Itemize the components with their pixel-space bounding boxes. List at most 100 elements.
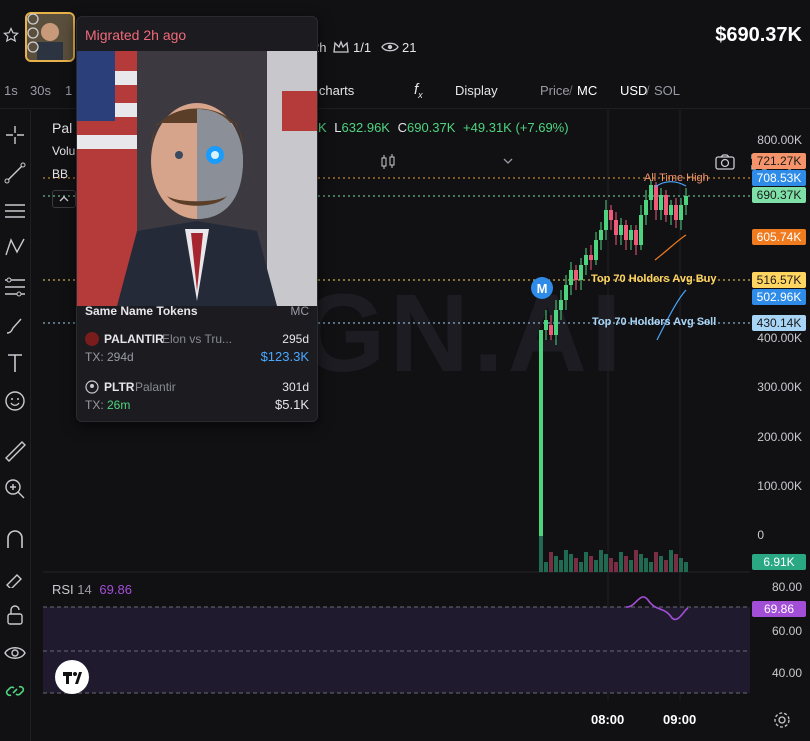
candle: [564, 285, 568, 300]
axis-settings-icon[interactable]: [773, 711, 791, 729]
time-tick: 08:00: [591, 712, 625, 727]
volume-bar: [669, 550, 673, 572]
volume-bar: [649, 562, 653, 572]
sell-arrow: [656, 289, 687, 341]
star-icon[interactable]: [3, 27, 19, 43]
candle: [614, 220, 618, 235]
volume-bar: [574, 558, 578, 572]
legend-collapse-button[interactable]: [52, 190, 76, 208]
magnet-icon[interactable]: [4, 528, 26, 550]
price-label-605k: 605.74K: [752, 229, 806, 245]
ohlc-readout: K L632.96K C690.37K +49.31K (+7.69%): [318, 120, 569, 135]
interval-1s[interactable]: 1s: [4, 83, 18, 98]
token-row-mc: $5.1K: [275, 397, 309, 412]
token-info-popup: Migrated 2h ago Same Name Tokens MC PALA…: [76, 16, 318, 422]
candle: [629, 230, 633, 240]
volume-bar: [559, 560, 563, 572]
candle-type-icon[interactable]: [379, 154, 397, 170]
support-arrow: [654, 234, 687, 261]
tradingview-logo[interactable]: [55, 660, 89, 694]
drawing-toolbar: [0, 110, 31, 741]
horizontal-lines-icon[interactable]: [4, 200, 26, 222]
volume-bar: [554, 556, 558, 572]
volume-bar: [659, 556, 663, 572]
ath-annotation: All Time High: [644, 172, 709, 184]
price-label-721k: 721.27K: [752, 153, 806, 169]
candle: [594, 240, 598, 260]
volume-bar: [634, 550, 638, 572]
separator: /: [646, 83, 650, 98]
token-portrait: [77, 51, 317, 306]
volume-bar: [604, 554, 608, 572]
chevron-down-icon[interactable]: [503, 158, 513, 164]
volume-bar: [599, 550, 603, 572]
lock-icon[interactable]: [4, 604, 26, 626]
candle: [669, 205, 673, 215]
display-button[interactable]: Display: [455, 83, 498, 98]
same-name-title: Same Name Tokens: [85, 304, 198, 318]
token-row-symbol: PALANTIR: [104, 332, 164, 346]
migration-marker[interactable]: [531, 277, 553, 299]
emoji-icon[interactable]: [4, 390, 26, 412]
measure-icon[interactable]: [4, 276, 26, 298]
zoom-in-icon[interactable]: [4, 478, 26, 500]
sol-toggle[interactable]: SOL: [654, 83, 681, 98]
link-icon[interactable]: [4, 680, 26, 702]
formula-x: x: [418, 90, 423, 100]
ohlc-k: K: [318, 120, 327, 135]
trend-line-icon[interactable]: [4, 162, 26, 184]
candle: [599, 230, 603, 240]
price-tick: 200.00K: [757, 430, 802, 444]
token-row-name: Elon vs Tru...: [162, 332, 233, 346]
avg-sell-annotation: Top 70 Holders Avg Sell: [592, 316, 717, 328]
crown-icon: [333, 40, 349, 53]
visibility-icon[interactable]: [4, 642, 26, 664]
volume-bar: [539, 536, 543, 572]
volume-bar: [544, 562, 548, 572]
time-tick: 09:00: [663, 712, 697, 727]
token-row[interactable]: PALANTIR Elon vs Tru... 295d TX: 294d $1…: [77, 327, 317, 371]
formula-button[interactable]: fx: [414, 81, 423, 100]
price-tick: 800.00K: [757, 133, 802, 147]
rsi-tick: 60.00: [771, 624, 802, 638]
candle: [579, 265, 583, 280]
camera-icon[interactable]: [715, 154, 735, 170]
token-row[interactable]: PLTR Palantir 301d TX: 26m $5.1K: [77, 375, 317, 419]
volume-bar: [569, 554, 573, 572]
price-tick: 100.00K: [757, 479, 802, 493]
mc-column-header: MC: [290, 304, 309, 318]
pattern-icon[interactable]: [4, 236, 26, 258]
candle: [684, 196, 688, 205]
volume-bar: [644, 558, 648, 572]
price-label-690k: 690.37K: [752, 187, 806, 203]
social-icons[interactable]: [26, 12, 40, 56]
mc-toggle[interactable]: MC: [577, 83, 598, 98]
rsi-value-label: 69.86: [752, 601, 806, 617]
volume-bar: [664, 560, 668, 572]
chevron-up-icon: [59, 196, 69, 202]
migration-marker-text: M: [537, 281, 548, 296]
price-toggle[interactable]: Price: [540, 83, 570, 98]
token-avatar[interactable]: [25, 12, 75, 62]
eye-icon: [381, 42, 399, 52]
token-row-mc: $123.3K: [260, 349, 309, 364]
candle: [554, 310, 558, 335]
volume-bar: [549, 552, 553, 572]
text-tool-icon[interactable]: [4, 352, 26, 374]
volume-bar: [624, 556, 628, 572]
volume-bar: [654, 552, 658, 572]
token-row-tx-label: TX:: [85, 398, 104, 412]
crosshair-icon[interactable]: [4, 124, 26, 146]
volume-bar: [579, 562, 583, 572]
legend-bb: BB: [52, 167, 69, 181]
indicators-button[interactable]: icharts: [316, 83, 355, 98]
lock-drawing-icon[interactable]: [4, 566, 26, 588]
price-tick: 0: [757, 528, 764, 542]
interval-30s[interactable]: 30s: [30, 83, 51, 98]
usd-toggle[interactable]: USD: [620, 83, 648, 98]
token-row-icon: [85, 380, 99, 394]
ruler-icon[interactable]: [4, 440, 26, 462]
brush-icon[interactable]: [4, 314, 26, 336]
interval-1m[interactable]: 1: [65, 83, 73, 98]
